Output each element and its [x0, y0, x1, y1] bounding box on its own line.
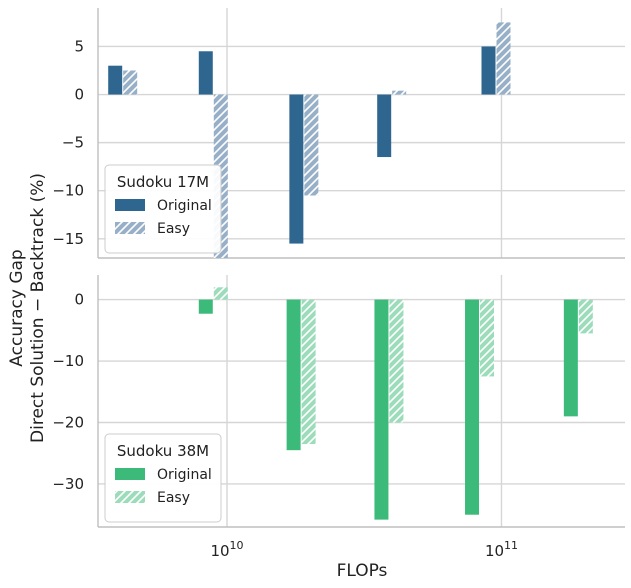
x-tick-label: 1010: [210, 539, 243, 560]
x-tick-label: 1011: [485, 539, 518, 560]
top-ytick-label: −10: [52, 182, 84, 200]
bottom-bar-easy: [213, 287, 228, 300]
top-bar-easy: [496, 22, 511, 95]
x-axis: 1010 1011: [210, 539, 518, 560]
bottom-bar-original: [465, 299, 480, 515]
top-bar-original: [289, 94, 304, 244]
bottom-ytick-label: −30: [52, 475, 84, 493]
top-bar-original: [377, 94, 392, 158]
bottom-bar-easy: [389, 299, 404, 423]
y-axis-label-line1: Accuracy Gap: [7, 249, 27, 366]
top-ytick-label: 5: [74, 37, 84, 55]
bottom-bar-easy: [578, 299, 593, 334]
bottom-legend-swatch-original: [115, 468, 145, 480]
bottom-ytick-label: 0: [74, 291, 84, 309]
bottom-ytick-label: −10: [52, 352, 84, 370]
top-ytick-label: 0: [74, 86, 84, 104]
bottom-bar-easy: [480, 299, 495, 377]
bottom-legend-swatch-easy: [115, 491, 145, 503]
bottom-bar-original: [198, 299, 213, 314]
bottom-bar-easy: [301, 299, 316, 445]
top-legend-swatch-original: [115, 199, 145, 211]
bottom-legend-title: Sudoku 38M: [117, 442, 209, 460]
top-bar-easy: [392, 90, 407, 95]
y-axis-label-line2: Direct Solution − Backtrack (%): [28, 173, 48, 443]
top-ytick-label: −5: [62, 134, 84, 152]
bottom-legend-label-original: Original: [157, 467, 212, 483]
top-panel: 5 0 −5 −10 −15 Sudoku 17M Original Easy: [52, 8, 625, 259]
bottom-bar-original: [286, 299, 301, 451]
top-bar-original: [108, 65, 123, 95]
top-ytick-label: −15: [52, 230, 84, 248]
top-bar-original: [198, 51, 213, 95]
top-legend-label-original: Original: [157, 198, 212, 214]
top-legend-title: Sudoku 17M: [117, 173, 209, 191]
top-bar-original: [481, 46, 496, 95]
top-bar-easy: [123, 70, 138, 95]
x-axis-label: FLOPs: [337, 561, 388, 581]
top-bar-easy: [304, 94, 319, 196]
bottom-bar-original: [374, 299, 389, 520]
bottom-panel: 0 −10 −20 −30 Sudoku 38M Original Easy: [52, 275, 625, 528]
bottom-ytick-label: −20: [52, 414, 84, 432]
top-legend-label-easy: Easy: [157, 221, 190, 237]
bottom-bar-original: [563, 299, 578, 417]
top-legend-swatch-easy: [115, 222, 145, 234]
bottom-legend-label-easy: Easy: [157, 490, 190, 506]
